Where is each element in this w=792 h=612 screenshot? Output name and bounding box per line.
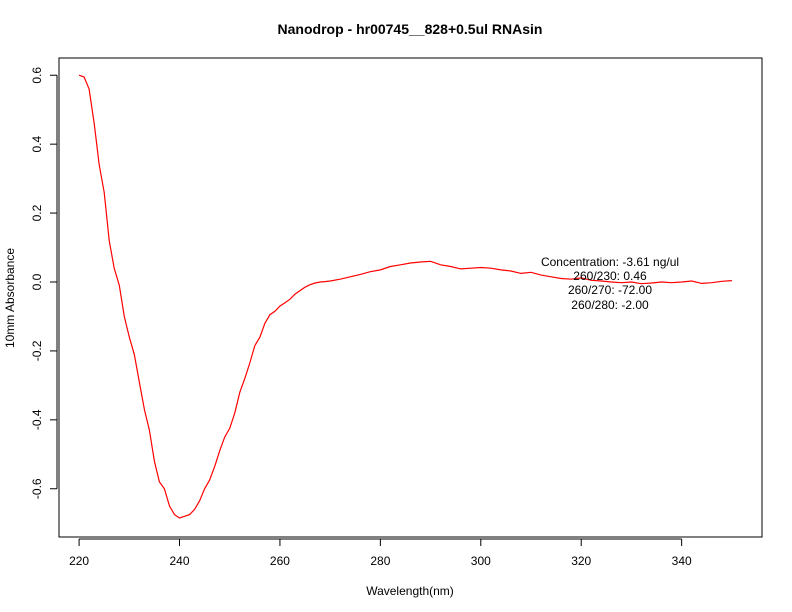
- series-line: [78, 74, 732, 519]
- y-tick-label: 0.4: [30, 135, 44, 152]
- x-axis: 220 240 260 280 300 320 340: [69, 538, 692, 568]
- annotation: Concentration: -3.61 ng/ul 260/230: 0.46…: [541, 255, 679, 312]
- y-tick-label: 0.6: [30, 67, 44, 84]
- plot-frame: [58, 57, 763, 538]
- x-tick-label: 260: [270, 554, 290, 568]
- x-tick-label: 300: [471, 554, 491, 568]
- y-tick-label: 0.2: [30, 204, 44, 221]
- y-tick-label: -0.2: [30, 340, 44, 361]
- chart-title: Nanodrop - hr00745__828+0.5ul RNAsin: [278, 21, 543, 37]
- x-tick-label: 220: [69, 554, 89, 568]
- annotation-concentration: Concentration: -3.61 ng/ul: [541, 255, 679, 269]
- y-tick-label: 0.0: [30, 273, 44, 290]
- x-axis-label: Wavelength(nm): [366, 584, 454, 598]
- annotation-ratio-260-230: 260/230: 0.46: [573, 269, 647, 283]
- x-tick-label: 240: [169, 554, 189, 568]
- x-tick-label: 340: [672, 554, 692, 568]
- y-axis: -0.6 -0.4 -0.2 0.0 0.2 0.4 0.6: [30, 67, 58, 499]
- annotation-ratio-260-270: 260/270: -72.00: [568, 283, 652, 297]
- annotation-ratio-260-280: 260/280: -2.00: [571, 298, 649, 312]
- x-tick-label: 320: [571, 554, 591, 568]
- y-tick-label: -0.4: [30, 409, 44, 430]
- series-group: [78, 74, 732, 519]
- x-tick-label: 280: [370, 554, 390, 568]
- y-axis-label: 10mm Absorbance: [3, 248, 17, 348]
- y-tick-label: -0.6: [30, 478, 44, 499]
